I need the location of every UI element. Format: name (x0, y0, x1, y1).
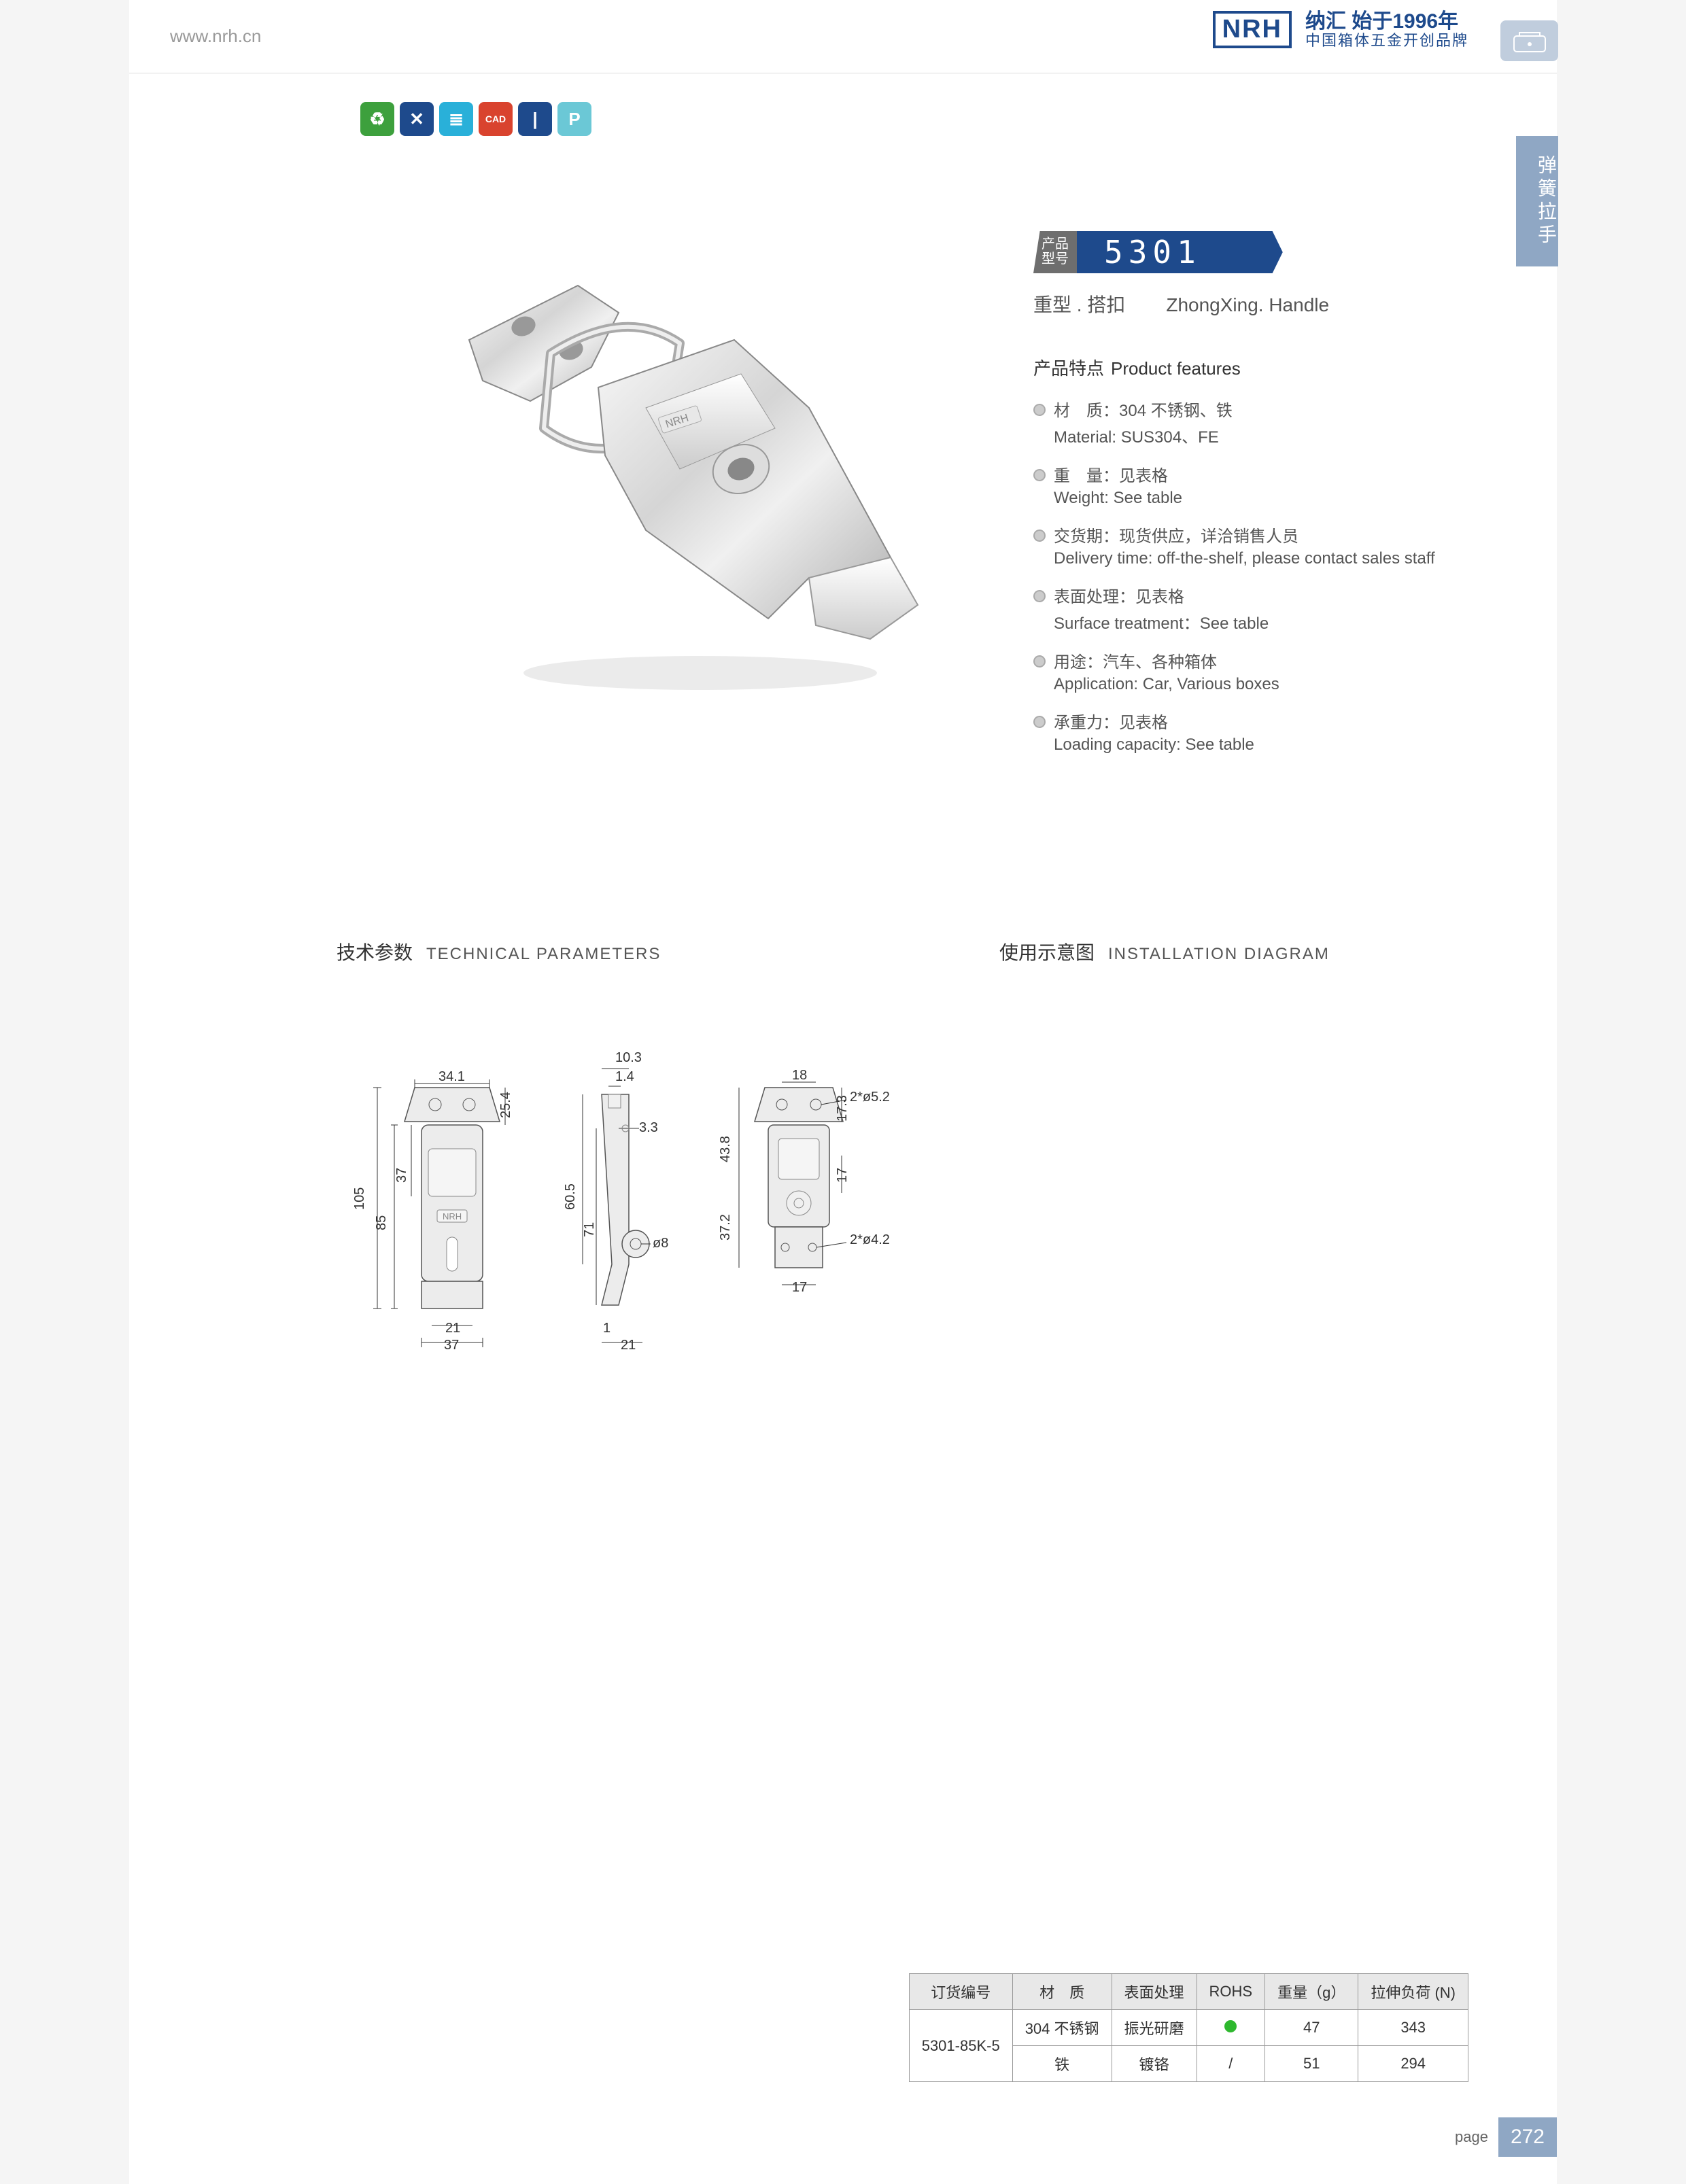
category-tab: 弹簧拉手 (1516, 136, 1558, 266)
model-badge: 产品 型号 5301 (1033, 231, 1283, 273)
col-header: 表面处理 (1112, 1974, 1197, 2010)
order-code: 5301-85K-5 (909, 2010, 1012, 2082)
rohs-indicator (1224, 2020, 1237, 2032)
svg-text:105: 105 (352, 1188, 367, 1210)
model-label-top: 产品 (1042, 237, 1069, 252)
feature-item: 承重力：见表格Loading capacity: See table (1033, 709, 1435, 755)
feature-item: 交货期：现货供应，详洽销售人员Delivery time: off-the-sh… (1033, 523, 1435, 568)
col-header: 材 质 (1012, 1974, 1112, 2010)
svg-text:17.3: 17.3 (835, 1095, 850, 1122)
feature-icons: ♻✕≣CAD|P (360, 102, 591, 136)
feature-icon: ≣ (439, 102, 473, 136)
installation-heading: 使用示意图INSTALLATION DIAGRAM (999, 938, 1330, 965)
feature-item: 重 量：见表格Weight: See table (1033, 462, 1435, 508)
feature-icon: ♻ (360, 102, 394, 136)
model-number: 5301 (1077, 231, 1283, 273)
svg-text:71: 71 (582, 1222, 597, 1237)
logo-mark: NRH (1213, 11, 1292, 48)
col-header: ROHS (1197, 1974, 1265, 2010)
svg-text:2*ø4.2: 2*ø4.2 (850, 1232, 890, 1247)
svg-text:17: 17 (835, 1168, 850, 1183)
svg-text:3.3: 3.3 (639, 1120, 658, 1135)
feature-item: 表面处理：见表格Surface treatment：See table (1033, 583, 1435, 634)
logo-tagline-2: 中国箱体五金开创品牌 (1305, 33, 1468, 49)
brand-logo: NRH 纳汇 始于1996年 中国箱体五金开创品牌 (1213, 10, 1468, 49)
site-url: www.nrh.cn (170, 26, 261, 47)
table-header-row: 订货编号材 质表面处理ROHS重量（g）拉伸负荷 (N) (909, 1974, 1468, 2010)
svg-text:37: 37 (444, 1338, 459, 1353)
table-row: 5301-85K-5304 不锈钢振光研磨47343 (909, 2010, 1468, 2046)
svg-text:85: 85 (374, 1215, 389, 1230)
logo-tagline-1: 纳汇 始于1996年 (1305, 10, 1468, 33)
technical-drawing: NRH 34.1 105 85 37 25.4 21 37 (337, 1033, 948, 1523)
category-icon (1500, 20, 1558, 61)
svg-text:1.4: 1.4 (615, 1069, 634, 1084)
svg-text:21: 21 (445, 1321, 460, 1336)
svg-text:2*ø5.2: 2*ø5.2 (850, 1090, 890, 1105)
svg-text:NRH: NRH (443, 1211, 462, 1221)
svg-text:10.3: 10.3 (615, 1050, 642, 1065)
svg-text:43.8: 43.8 (718, 1136, 733, 1162)
spec-table: 订货编号材 质表面处理ROHS重量（g）拉伸负荷 (N) 5301-85K-53… (909, 1973, 1468, 2082)
col-header: 订货编号 (909, 1974, 1012, 2010)
feature-icon: P (557, 102, 591, 136)
product-subtitle: 重型 . 搭扣ZhongXing. Handle (1033, 290, 1435, 317)
svg-text:34.1: 34.1 (438, 1069, 465, 1084)
model-label-bot: 型号 (1042, 252, 1069, 266)
svg-text:37.2: 37.2 (718, 1214, 733, 1241)
svg-text:21: 21 (621, 1338, 636, 1353)
svg-text:37: 37 (394, 1168, 409, 1183)
feature-list: 材 质：304 不锈钢、铁Material: SUS304、FE 重 量：见表格W… (1033, 397, 1435, 755)
tech-params-heading: 技术参数TECHNICAL PARAMETERS (337, 938, 661, 965)
feature-icon: CAD (479, 102, 513, 136)
page-number: page 272 (1455, 2117, 1557, 2157)
svg-text:60.5: 60.5 (563, 1183, 578, 1210)
feature-icon: | (518, 102, 552, 136)
svg-text:17: 17 (792, 1280, 807, 1295)
svg-text:ø8: ø8 (653, 1236, 668, 1251)
product-image: NRH (428, 252, 938, 693)
col-header: 拉伸负荷 (N) (1358, 1974, 1468, 2010)
features-heading: 产品特点Product features (1033, 355, 1435, 380)
feature-icon: ✕ (400, 102, 434, 136)
feature-item: 用途：汽车、各种箱体Application: Car, Various boxe… (1033, 648, 1435, 694)
svg-text:1: 1 (603, 1321, 610, 1336)
svg-text:25.4: 25.4 (498, 1092, 513, 1118)
svg-text:18: 18 (792, 1068, 807, 1083)
feature-item: 材 质：304 不锈钢、铁Material: SUS304、FE (1033, 397, 1435, 447)
col-header: 重量（g） (1265, 1974, 1358, 2010)
